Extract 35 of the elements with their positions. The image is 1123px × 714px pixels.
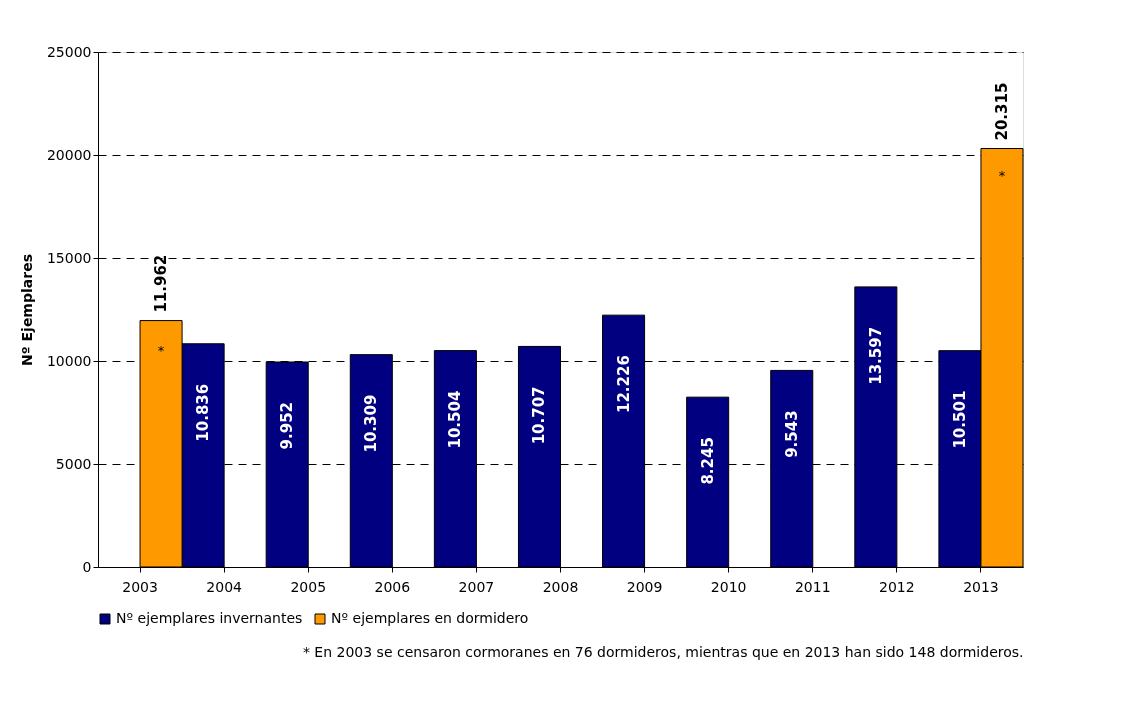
data-label: 9.952: [278, 401, 297, 450]
data-label: 10.504: [446, 390, 465, 449]
y-tick-label: 0: [82, 558, 92, 575]
data-label: 8.245: [698, 437, 717, 485]
data-label: 13.597: [866, 326, 885, 385]
y-axis-title: Nº Ejemplares: [18, 254, 35, 366]
y-tick-label: 25000: [46, 43, 92, 60]
x-tick-label: 2007: [458, 578, 495, 595]
x-tick-label: 2003: [122, 578, 158, 595]
x-tick-label: 2009: [626, 578, 663, 595]
data-label: 10.836: [194, 383, 213, 442]
y-tick-label: 20000: [46, 146, 92, 163]
y-tick-label: 5000: [55, 455, 92, 472]
x-tick-label: 2008: [542, 578, 579, 595]
annotation: *: [998, 167, 1006, 183]
x-tick-label: 2004: [206, 578, 243, 595]
y-tick-label: 15000: [46, 249, 92, 266]
legend-label: Nº ejemplares invernantes: [116, 610, 303, 626]
data-label: 9.543: [782, 410, 801, 458]
x-tick-label: 2013: [963, 578, 999, 595]
data-label: 12.226: [614, 355, 633, 414]
data-label: 10.309: [362, 394, 381, 453]
text: * En 2003 se censaron cormoranes en 76 dormideros, mientras que en 2013 han sido 148 dormideros.: [302, 644, 1024, 660]
data-label: 10.501: [950, 390, 969, 449]
x-tick-label: 2006: [374, 578, 411, 595]
annotation: *: [157, 342, 165, 358]
x-tick-label: 2012: [879, 578, 915, 595]
x-tick-label: 2005: [290, 578, 327, 595]
x-tick-label: 2011: [794, 578, 831, 595]
data-label: 20.315: [992, 82, 1011, 141]
data-label: 10.707: [530, 386, 549, 445]
x-tick-label: 2010: [710, 578, 747, 595]
y-tick-label: 10000: [46, 352, 92, 369]
data-label: 11.962: [152, 254, 171, 313]
legend-label: Nº ejemplares en dormidero: [331, 610, 529, 626]
